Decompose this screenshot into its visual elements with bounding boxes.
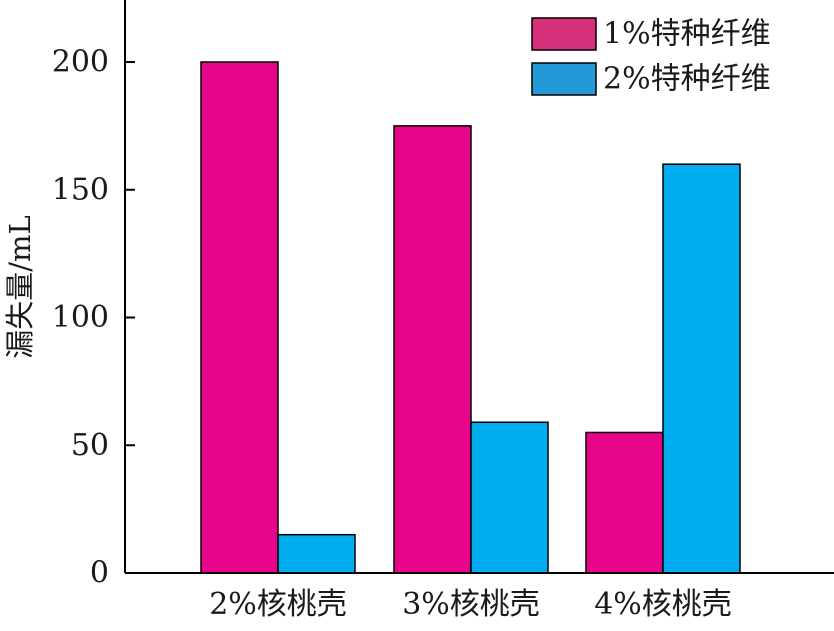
bars-group [200, 61, 741, 574]
legend-swatch-2 [531, 62, 597, 96]
legend-label-1: 1%特种纤维 [603, 17, 771, 52]
y-tick-label: 50 [71, 428, 109, 463]
y-tick-label: 0 [90, 556, 109, 591]
x-category-label: 4%核桃壳 [594, 587, 732, 622]
legend-swatch-1 [531, 17, 597, 51]
bar-2-1 [277, 533, 356, 574]
bar-2-2 [470, 421, 549, 574]
bar-1-1 [200, 61, 279, 574]
axes-group [124, 0, 834, 574]
y-axis-title: 漏失量/mL [3, 215, 37, 359]
y-tick-label: 150 [52, 172, 109, 207]
legend-label-2: 2%特种纤维 [603, 62, 771, 97]
y-ticks-group: 0 50 100 150 200 [52, 45, 135, 591]
bar-1-3 [585, 431, 664, 574]
bar-1-2 [393, 125, 472, 574]
y-tick-label: 200 [52, 45, 109, 80]
bar-2-3 [662, 163, 741, 574]
x-category-label: 2%核桃壳 [209, 587, 347, 622]
x-category-label: 3%核桃壳 [402, 587, 540, 622]
x-labels-group: 2%核桃壳 3%核桃壳 4%核桃壳 [209, 587, 732, 622]
y-tick-label: 100 [52, 300, 109, 335]
legend: 1%特种纤维 2%特种纤维 [531, 17, 771, 97]
